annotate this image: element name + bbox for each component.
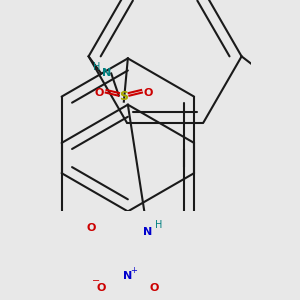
Text: O: O — [143, 88, 153, 98]
Text: −: − — [92, 277, 100, 286]
Text: O: O — [149, 283, 159, 293]
Text: O: O — [87, 223, 96, 232]
Text: H: H — [94, 62, 101, 72]
Text: O: O — [95, 88, 104, 98]
Text: O: O — [97, 283, 106, 293]
Text: N: N — [123, 271, 133, 281]
Text: N: N — [102, 68, 111, 79]
Text: S: S — [119, 90, 128, 103]
Text: H: H — [155, 220, 163, 230]
Text: N: N — [143, 226, 153, 236]
Text: +: + — [130, 266, 137, 275]
